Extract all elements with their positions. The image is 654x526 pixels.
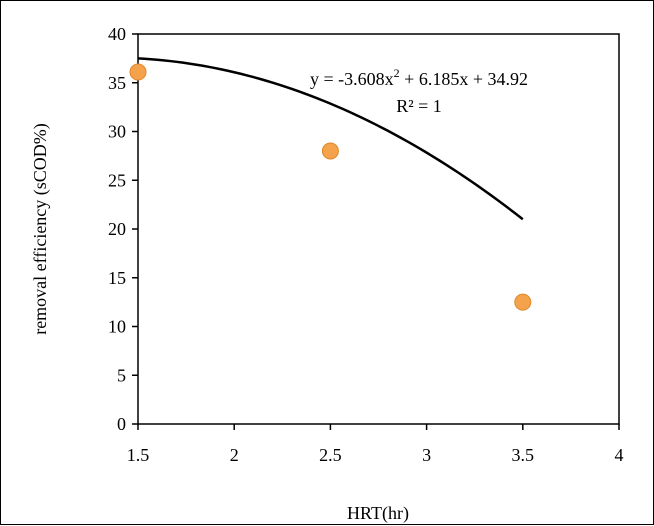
data-point	[129, 63, 147, 81]
trendline-equation: y = -3.608x2 + 6.185x + 34.92	[310, 66, 528, 89]
trendline-curve	[137, 57, 524, 221]
x-axis-title: HRT(hr)	[347, 503, 409, 524]
x-tick-label: 2	[230, 445, 239, 465]
x-tick-label: 3	[422, 445, 431, 465]
y-tick-label: 0	[117, 414, 126, 434]
x-tick-label: 4	[615, 445, 624, 465]
data-point	[321, 142, 339, 160]
y-tick-label: 10	[108, 317, 126, 337]
y-axis-title: removal efficiency (sCOD%)	[30, 123, 51, 335]
trendline-r-squared: R² = 1	[396, 96, 442, 116]
data-point	[514, 293, 532, 311]
y-tick-label: 25	[108, 170, 126, 190]
y-axis-ticks: 0 5 10 15 20 25 30 35 40	[108, 24, 138, 434]
plot-area	[137, 33, 620, 425]
y-tick-label: 30	[108, 122, 126, 142]
data-points	[129, 63, 532, 311]
y-tick-label: 20	[108, 219, 126, 239]
y-tick-label: 5	[117, 365, 126, 385]
x-tick-label: 1.5	[127, 445, 150, 465]
y-tick-label: 35	[108, 73, 126, 93]
x-tick-label: 3.5	[512, 445, 535, 465]
y-tick-label: 15	[108, 268, 126, 288]
x-axis-ticks: 1.5 2 2.5 3 3.5 4	[127, 424, 624, 465]
y-tick-label: 40	[108, 24, 126, 44]
x-tick-label: 2.5	[319, 445, 342, 465]
